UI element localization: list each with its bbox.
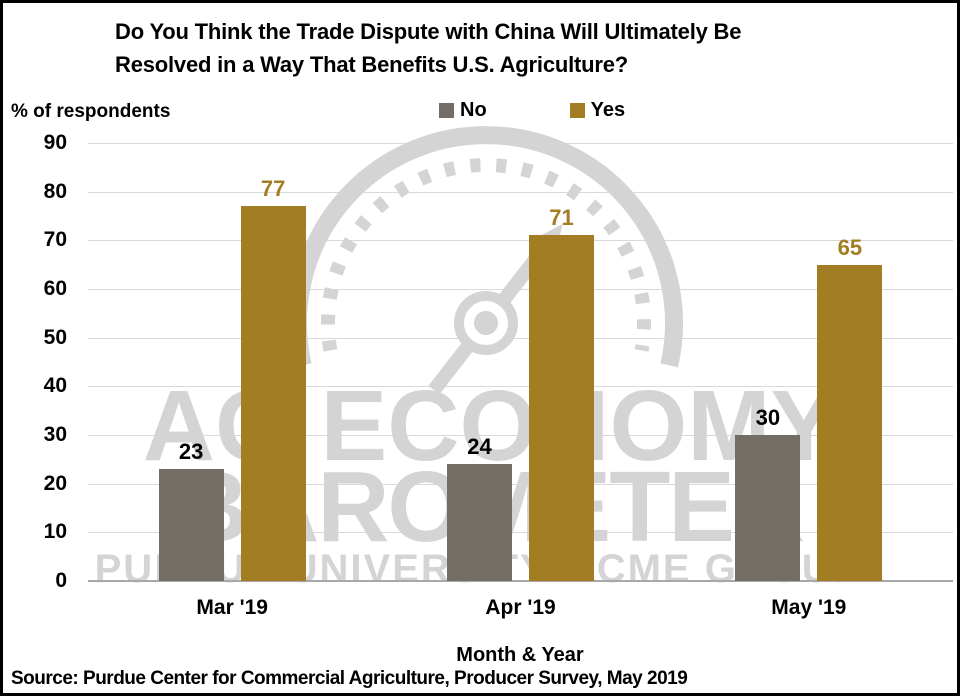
x-tick-label: Mar '19: [196, 596, 268, 619]
bar-value-label-no-may-19: 30: [755, 405, 781, 430]
x-tick-label: May '19: [771, 596, 847, 619]
x-tick-label: Apr '19: [485, 596, 556, 619]
bar-value-label-no-apr-19: 24: [467, 434, 492, 460]
gridline: [88, 435, 953, 436]
bar-value-label-yes-may-19: 65: [837, 234, 863, 260]
gridline: [88, 191, 953, 193]
bar-yes-apr-19: [529, 235, 594, 581]
legend-swatch-yes: [569, 103, 585, 118]
y-tick-label: 80: [43, 179, 67, 203]
legend-item-yes: Yes: [569, 99, 626, 122]
y-tick-label: 70: [43, 228, 67, 252]
gridline: [88, 483, 953, 485]
legend-label-no: No: [460, 99, 487, 121]
x-axis-title: Month & Year: [456, 644, 584, 666]
legend-swatch-no: [439, 103, 454, 118]
bar-value-label-yes-apr-19: 71: [549, 205, 574, 231]
bar-no-apr-19: [447, 464, 512, 581]
y-tick-label: 90: [43, 131, 67, 154]
bar-no-mar-19: [158, 469, 224, 581]
gridline: [88, 532, 953, 534]
y-tick-label: 40: [43, 374, 67, 398]
chart-title-line2: Resolved in a Way That Benefits U.S. Agr…: [115, 52, 629, 77]
chart-title-line1: Do You Think the Trade Dispute with Chin…: [115, 19, 742, 44]
y-tick-label: 50: [43, 325, 67, 349]
x-axis-line: [88, 580, 953, 582]
bar-yes-may-19: [817, 264, 883, 581]
bar-value-label-yes-mar-19: 77: [260, 176, 286, 202]
y-axis-unit-label: % of respondents: [11, 101, 171, 122]
y-tick-label: 10: [43, 520, 67, 544]
legend: No Yes: [439, 99, 625, 122]
y-tick-label: 20: [43, 471, 67, 495]
legend-item-no: No: [439, 99, 487, 122]
y-tick-label: 60: [43, 277, 67, 300]
bar-no-may-19: [735, 435, 801, 581]
y-tick-label: 0: [55, 569, 67, 592]
source-note: Source: Purdue Center for Commercial Agr…: [11, 668, 688, 689]
bar-value-label-no-mar-19: 23: [178, 439, 204, 465]
y-tick-label: 30: [43, 423, 67, 446]
gridline: [88, 143, 953, 144]
legend-label-yes: Yes: [590, 99, 626, 121]
chart-title: Do You Think the Trade Dispute with Chin…: [115, 15, 741, 81]
bar-yes-mar-19: [240, 206, 306, 581]
